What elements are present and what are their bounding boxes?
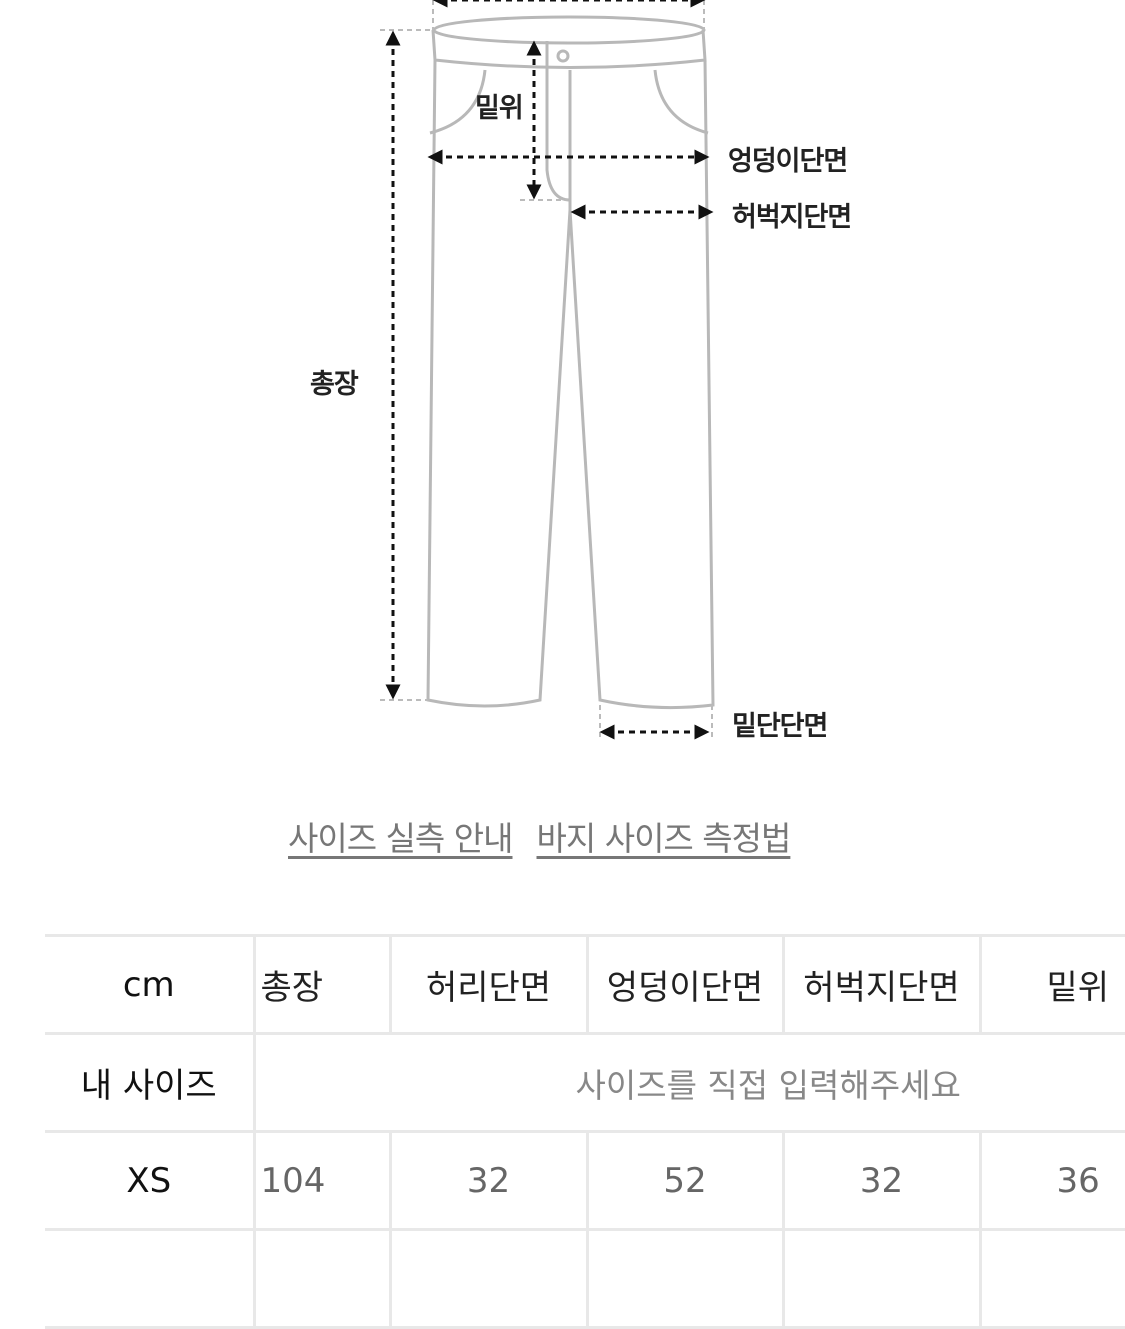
- value-waist: 32: [388, 1130, 589, 1231]
- thigh-label: 허벅지단면: [732, 202, 852, 233]
- hip-label: 엉덩이단면: [728, 146, 848, 177]
- header-rise: 밑위: [978, 934, 1125, 1035]
- pants-measure-link[interactable]: 바지 사이즈 측정법: [536, 819, 792, 858]
- my-size-label: 내 사이즈: [45, 1032, 256, 1133]
- value-length: 104: [252, 1130, 392, 1231]
- length-label: 총장: [310, 369, 359, 400]
- hem-label: 밑단단면: [732, 711, 828, 742]
- pants-outline: [426, 15, 715, 710]
- size-links: 사이즈 실측 안내 바지 사이즈 측정법: [288, 812, 792, 860]
- value-thigh: 32: [781, 1130, 982, 1231]
- size-guide-link[interactable]: 사이즈 실측 안내: [288, 819, 513, 858]
- my-size-input[interactable]: 사이즈를 직접 입력해주세요: [252, 1032, 1125, 1133]
- size-table: cm 총장 허리단면 엉덩이단면 허벅지단면 밑위 내 사이즈 사이즈를 직접 …: [45, 934, 1125, 1329]
- header-length: 총장: [252, 934, 392, 1035]
- value-rise: 36: [978, 1130, 1125, 1231]
- size-label: XS: [45, 1130, 256, 1231]
- value-hip: 52: [585, 1130, 785, 1231]
- my-size-row: 내 사이즈 사이즈를 직접 입력해주세요: [45, 1032, 1125, 1133]
- rise-label: 밑위: [475, 93, 524, 124]
- pants-measurement-diagram: [380, 0, 715, 740]
- header-waist: 허리단면: [388, 934, 589, 1035]
- table-row: [45, 1228, 1125, 1329]
- table-row: XS 104 32 52 32 36: [45, 1130, 1125, 1231]
- header-hip: 엉덩이단면: [585, 934, 785, 1035]
- header-unit: cm: [45, 934, 256, 1035]
- header-thigh: 허벅지단면: [781, 934, 982, 1035]
- table-header-row: cm 총장 허리단면 엉덩이단면 허벅지단면 밑위: [45, 934, 1125, 1035]
